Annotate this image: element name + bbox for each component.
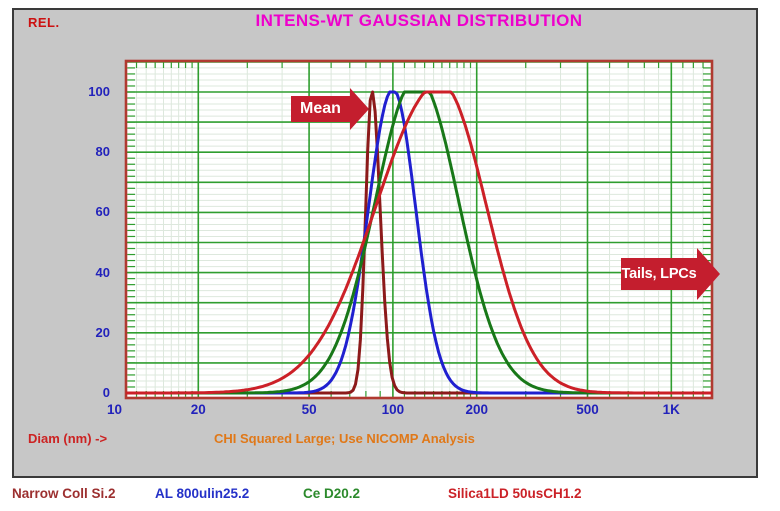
x-tick-label: 10	[106, 402, 122, 417]
x-tick-label: 20	[190, 402, 206, 417]
legend-item-3: Silica1LD 50usCH1.2	[448, 486, 582, 501]
x-tick-label: 200	[465, 402, 488, 417]
rel-label: REL.	[28, 15, 60, 30]
chart-title: INTENS-WT GAUSSIAN DISTRIBUTION	[255, 11, 583, 30]
x-tick-label: 1K	[662, 402, 680, 417]
legend-item-2: Ce D20.2	[303, 486, 361, 501]
x-axis-label: Diam (nm) ->	[28, 431, 108, 446]
y-tick-label: 0	[102, 385, 110, 400]
tails-annotation-label: Tails, LPCs	[621, 266, 697, 282]
legend-item-1: AL 800ulin25.2	[155, 486, 250, 501]
mean-annotation-label: Mean	[300, 100, 341, 117]
y-tick-label: 40	[95, 264, 110, 280]
status-message: CHI Squared Large; Use NICOMP Analysis	[214, 431, 475, 446]
y-tick-label: 80	[95, 144, 110, 160]
x-tick-label: 50	[301, 402, 317, 417]
legend-item-0: Narrow Coll Si.2	[12, 486, 116, 501]
y-tick-label: 60	[95, 204, 110, 220]
x-tick-label: 100	[381, 402, 405, 417]
plot-background	[126, 61, 712, 398]
y-tick-label: 100	[88, 84, 110, 99]
y-tick-label: 20	[95, 324, 110, 340]
x-tick-label: 500	[576, 402, 599, 417]
